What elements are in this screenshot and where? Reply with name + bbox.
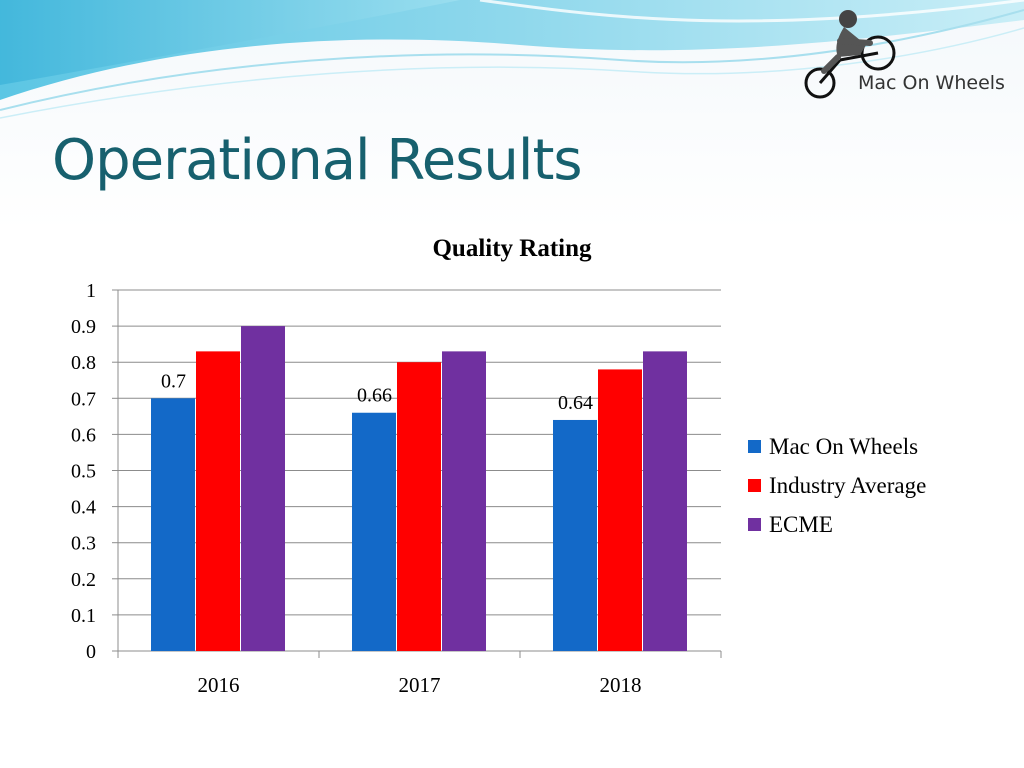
data-label: 0.66 [357, 385, 392, 407]
y-tick-label: 0.5 [71, 461, 96, 483]
y-tick-label: 0.7 [71, 388, 96, 410]
legend-label: Mac On Wheels [769, 434, 918, 459]
y-tick-label: 0.6 [71, 424, 96, 446]
y-tick-label: 0.1 [71, 605, 96, 627]
y-tick-label: 0.3 [71, 533, 96, 555]
bar-ecme-2018 [643, 351, 687, 651]
x-tick-label: 2018 [600, 673, 642, 697]
data-label: 0.7 [161, 370, 186, 392]
y-axis: 0 0.1 0.2 0.3 0.4 0.5 0.6 0.7 0.8 0.9 1 [71, 280, 119, 663]
logo-text: Mac On Wheels [858, 72, 1005, 94]
y-tick-label: 0.4 [71, 497, 96, 519]
x-tick-label: 2016 [198, 673, 240, 697]
y-tick-label: 0.9 [71, 316, 96, 338]
bar-ecme-2017 [442, 351, 486, 651]
cyclist-logo-icon [804, 10, 896, 99]
legend-label: Industry Average [769, 473, 926, 498]
y-tick-label: 0 [86, 641, 96, 663]
bar-industry-average-2016 [196, 351, 240, 651]
chart-bars [151, 326, 687, 651]
bar-mac-on-wheels-2018 [553, 419, 597, 651]
bar-ecme-2016 [241, 326, 285, 651]
bar-industry-average-2018 [598, 369, 642, 651]
legend-swatch [748, 440, 761, 453]
legend-label: ECME [769, 512, 833, 537]
x-axis: 2016 2017 2018 [117, 650, 722, 697]
legend-swatch [748, 518, 761, 531]
legend-swatch [748, 479, 761, 492]
y-tick-label: 1 [86, 280, 96, 302]
y-tick-label: 0.2 [71, 569, 96, 591]
bar-mac-on-wheels-2017 [352, 412, 396, 651]
bar-industry-average-2017 [397, 362, 441, 651]
chart-legend: Mac On Wheels Industry Average ECME [748, 434, 926, 537]
chart-title: Quality Rating [432, 235, 592, 262]
bar-mac-on-wheels-2016 [151, 398, 195, 651]
header-waves-decoration [0, 0, 1024, 119]
data-label: 0.64 [558, 392, 593, 414]
x-tick-label: 2017 [399, 673, 441, 697]
page-title: Operational Results [52, 128, 583, 193]
chart-data-labels: 0.7 0.66 0.64 [161, 370, 593, 414]
y-tick-label: 0.8 [71, 352, 96, 374]
